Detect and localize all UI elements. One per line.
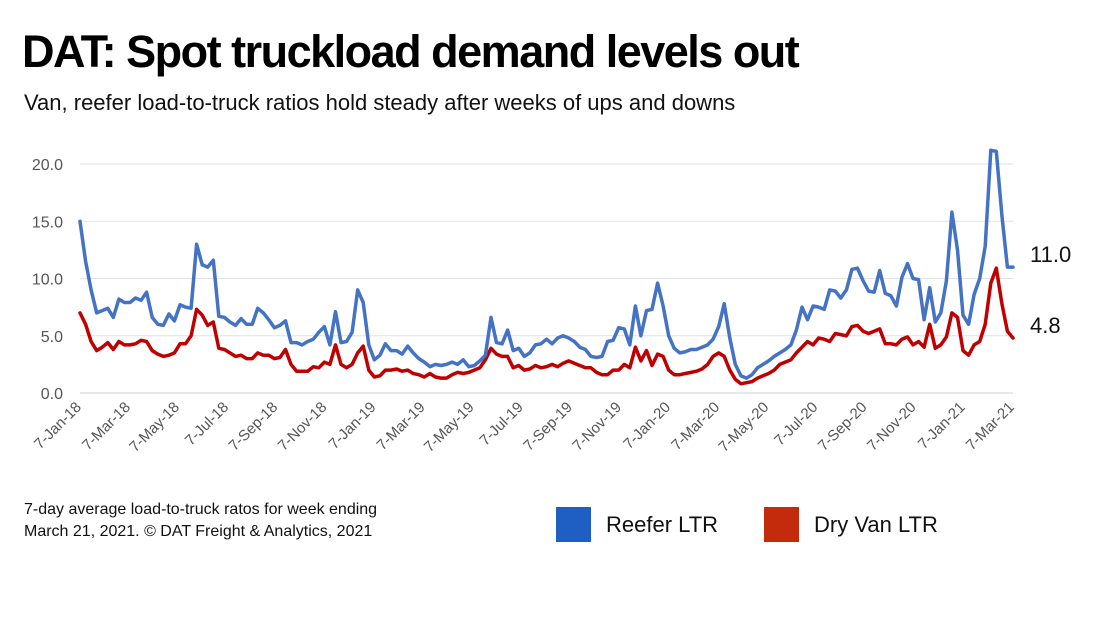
x-tick-label: 7-May-18 (126, 399, 183, 456)
y-tick-label: 10.0 (32, 272, 63, 289)
legend-item-dryvan: Dry Van LTR (764, 507, 938, 542)
reefer-end-label: 11.0 (1030, 242, 1071, 267)
x-tick-label: 7-Mar-21 (963, 399, 1018, 454)
y-tick-label: 0.0 (41, 386, 63, 403)
dryvan-line (78, 266, 1015, 386)
x-tick-label: 7-Sep-20 (815, 399, 871, 455)
x-tick-label: 7-Sep-18 (226, 399, 282, 455)
x-tick-label: 7-Jan-19 (326, 399, 380, 453)
x-tick-label: 7-May-19 (421, 399, 478, 456)
x-tick-label: 7-Nov-20 (864, 399, 920, 455)
x-axis-ticks: 7-Jan-187-Mar-187-May-187-Jul-187-Sep-18… (31, 399, 1018, 456)
y-axis-ticks: 0.0 5.0 10.0 15.0 20.0 (32, 157, 63, 403)
x-tick-label: 7-Jan-18 (31, 399, 85, 453)
source-line-2: March 21, 2021. © DAT Freight & Analytic… (24, 523, 373, 540)
legend-swatch-dryvan (764, 507, 799, 542)
legend-label-dryvan: Dry Van LTR (814, 511, 938, 537)
reefer-line (78, 148, 1015, 380)
chart-subtitle: Van, reefer load-to-truck ratios hold st… (24, 90, 736, 115)
y-tick-label: 20.0 (32, 157, 63, 174)
y-tick-label: 5.0 (41, 329, 63, 346)
x-tick-label: 7-Jan-20 (620, 399, 674, 453)
x-tick-label: 7-Mar-20 (668, 399, 723, 454)
x-tick-label: 7-Mar-19 (374, 399, 429, 454)
x-tick-label: 7-Jul-18 (182, 399, 232, 449)
chart-title: DAT: Spot truckload demand levels out (22, 26, 800, 77)
x-tick-label: 7-Nov-19 (569, 399, 625, 455)
source-line-1: 7-day average load-to-truck ratos for we… (24, 501, 378, 518)
legend-item-reefer: Reefer LTR (556, 507, 718, 542)
source-note: 7-day average load-to-truck ratos for we… (24, 499, 377, 543)
x-tick-label: 7-Jul-19 (476, 399, 526, 449)
x-tick-label: 7-May-20 (715, 399, 772, 456)
x-tick-label: 7-Mar-18 (79, 399, 134, 454)
y-tick-label: 15.0 (32, 214, 63, 231)
legend-label-reefer: Reefer LTR (606, 511, 719, 537)
gridlines (80, 163, 1013, 394)
x-tick-label: 7-Jan-21 (915, 399, 969, 453)
x-tick-label: 7-Jul-20 (771, 399, 821, 449)
dryvan-end-label: 4.8 (1030, 313, 1061, 338)
series-lines (78, 148, 1015, 386)
x-tick-label: 7-Sep-19 (520, 399, 576, 455)
legend-swatch-reefer (556, 507, 591, 542)
x-tick-label: 7-Nov-18 (275, 399, 331, 455)
